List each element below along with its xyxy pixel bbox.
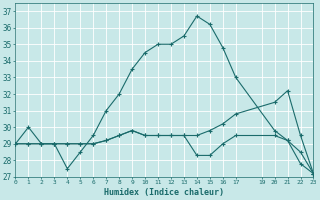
X-axis label: Humidex (Indice chaleur): Humidex (Indice chaleur) <box>105 188 225 197</box>
